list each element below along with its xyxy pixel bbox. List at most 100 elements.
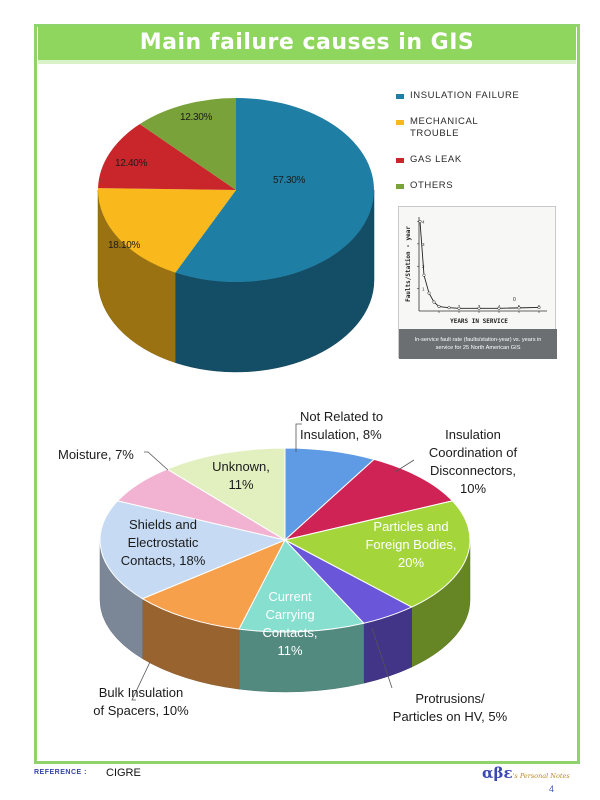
pie-slice: [283, 458, 454, 541]
pie-slice: [141, 539, 287, 630]
pie2-slice-label-line: Foreign Bodies,: [365, 537, 457, 552]
inset-data-point: [517, 306, 521, 310]
legend-label: OTHERS: [410, 180, 454, 191]
pie2-slice-label-line: Particles on HV, 5%: [392, 709, 508, 724]
pie2-slice-label-line: Particles and: [373, 519, 449, 534]
inset-x-axis-label: YEARS IN SERVICE: [450, 318, 508, 325]
page-number: 4: [549, 784, 555, 794]
legend-swatch: [396, 94, 404, 99]
fault-rate-inset-chart: 1234561234YEARS IN SERVICEFaults/Station…: [398, 206, 557, 359]
pie2-leader-lines: [131, 423, 415, 701]
inset-data-point: [537, 305, 541, 309]
legend-item-mechanical-trouble: MECHANICAL TROUBLE: [396, 116, 566, 142]
pie2-slice-label-line: Unknown,: [212, 459, 270, 474]
legend-swatch: [396, 184, 404, 189]
pie2-slice-label-line: of Spacers, 10%: [93, 703, 189, 718]
pie2-slice-label-line: 11%: [228, 477, 254, 492]
legend-swatch: [396, 158, 404, 163]
pie2-slice-label-line: Shields and: [129, 517, 197, 532]
pie2-slice-label: Particles and Foreign Bodies, 20%: [356, 518, 466, 572]
pie2-slice-label: Protrusions/Particles on HV, 5%: [380, 690, 520, 726]
pie2-slice-label: Not Related to Insulation, 8%: [300, 408, 410, 444]
legend-label: INSULATION FAILURE: [410, 90, 520, 101]
pie-slice: [165, 447, 286, 541]
pie2-slice-label-line: Moisture, 7%: [58, 447, 134, 462]
pie2-slice-label-line: Carrying: [265, 607, 315, 622]
pie2-slice-label: Insulation Coordination of Disconnectors, 1…: [418, 426, 528, 498]
pie1-value-label: 18.10%: [108, 240, 141, 251]
pie2-slice-label-line: Coordination of: [428, 445, 518, 460]
pie2-slice-label-line: Insulation, 8%: [300, 427, 382, 442]
inset-data-point: [477, 306, 481, 310]
inset-data-point: [432, 300, 436, 304]
inset-data-point: [422, 273, 426, 277]
inset-y-tick-label: 1: [422, 287, 425, 292]
pie2-top-group: [99, 447, 471, 633]
pie2-slice-label: Unknown, 11%: [206, 458, 276, 494]
pie2-slice-label-line: 10%: [459, 481, 487, 496]
inset-caption: In-service fault rate (faults/station-ye…: [399, 329, 557, 359]
pie2-slice-label: Moisture, 7%: [58, 446, 148, 464]
reference-value: CIGRE: [106, 767, 141, 779]
inset-data-point: [418, 219, 422, 224]
legend-item-others: OTHERS: [396, 180, 566, 194]
inset-data-point: [497, 306, 501, 310]
pie2-slice-label: Shields and Electrostatic Contacts, 18%: [108, 516, 218, 570]
pie2-leader-line: [295, 423, 302, 452]
inset-y-axis-label: Faults/Station - year: [405, 226, 412, 302]
pie2-slice-label-line: 20%: [397, 555, 425, 570]
pie1-value-label: 12.30%: [180, 112, 213, 123]
pie1-top-group: [98, 98, 375, 282]
pie2-leader-line: [394, 459, 415, 473]
reference-label: REFERENCE :: [34, 769, 87, 776]
pie-slice: [238, 539, 365, 633]
inset-x-tick-label: 3: [478, 304, 481, 309]
inset-data-point: [427, 291, 431, 295]
brand-symbol: αβε: [482, 764, 513, 782]
brand-text: 's Personal Notes: [512, 772, 570, 780]
pie-slice: [139, 98, 236, 190]
pie2-slice-label-line: Electrostatic: [127, 535, 199, 550]
pie-slice: [175, 98, 375, 282]
pie2-slice-label-line: Current: [268, 589, 312, 604]
pie2-slice-label-line: Not Related to: [300, 409, 384, 424]
pie1-value-label: 12.40%: [115, 158, 148, 169]
pie2-depth-group: [99, 539, 471, 693]
legend-item-gas-leak: GAS LEAK: [396, 154, 566, 168]
pie2-leader-line: [144, 451, 169, 471]
pie2-slice-label-line: Contacts, 11%: [262, 625, 318, 658]
inset-data-point: [447, 306, 451, 310]
pie2-slice-label-line: Disconnectors,: [430, 463, 516, 478]
inset-data-point: [457, 306, 461, 310]
legend-swatch: [396, 120, 404, 125]
pie2-slice-label-line: Contacts, 18%: [120, 553, 206, 568]
pie2-leader-line: [371, 627, 393, 689]
slide-title: Main failure causes in GIS: [38, 26, 576, 60]
legend-label: MECHANICAL TROUBLE: [410, 116, 478, 139]
pie-slice: [98, 124, 236, 190]
inset-y-tick-label: 3: [422, 242, 425, 247]
pie2-leader-line: [131, 661, 151, 701]
inset-data-point: [437, 304, 441, 309]
brand-logo: αβε's Personal Notes: [482, 764, 592, 782]
inset-y-tick-label: 4: [422, 219, 425, 224]
pie1-legend: INSULATION FAILURE MECHANICAL TROUBLE GA…: [396, 90, 566, 206]
title-underline: [38, 60, 576, 64]
legend-label: GAS LEAK: [410, 154, 462, 165]
inset-x-tick-label: 2: [458, 304, 461, 309]
pie-slice: [98, 188, 237, 273]
pie1-value-label: 57.30%: [273, 175, 306, 186]
pie2-slice-label-line: Insulation: [445, 427, 501, 442]
legend-item-insulation-failure: INSULATION FAILURE: [396, 90, 566, 104]
fault-rate-plot: 1234561234YEARS IN SERVICEFaults/Station…: [399, 207, 555, 329]
inset-annotation: 0: [513, 297, 516, 303]
pie2-slice-label-line: Protrusions/: [415, 691, 485, 706]
pie-slice: [283, 500, 471, 608]
pie-slice: [99, 500, 287, 600]
pie2-slice-label-line: Bulk Insulation: [98, 685, 184, 700]
pie2-slice-label: Bulk Insulation of Spacers, 10%: [76, 684, 206, 720]
pie-slice: [284, 447, 376, 542]
inset-x-tick-label: 4: [498, 304, 501, 309]
